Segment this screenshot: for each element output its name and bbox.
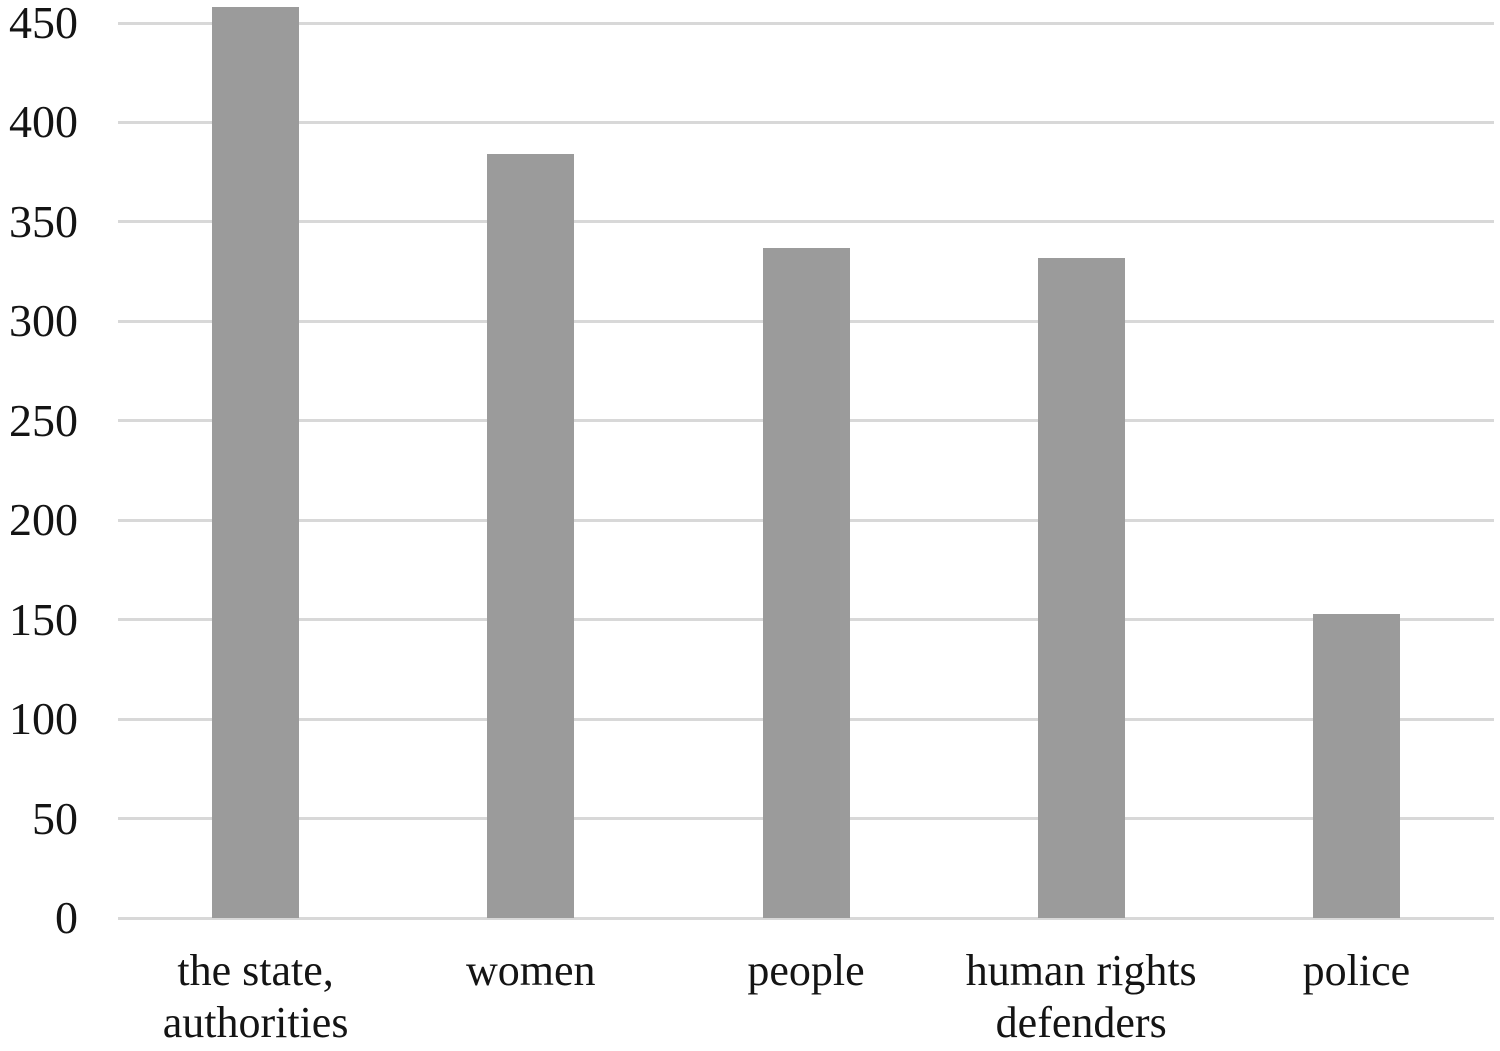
y-axis-tick-label-100: 100 — [9, 693, 78, 745]
gridline-y-450 — [118, 21, 1494, 25]
y-axis-tick-label-300: 300 — [9, 295, 78, 347]
gridline-y-0 — [118, 916, 1494, 920]
y-axis-tick-label-400: 400 — [9, 96, 78, 148]
y-axis-tick-label-200: 200 — [9, 494, 78, 546]
y-axis-tick-label-0: 0 — [55, 892, 78, 943]
y-axis-tick-label-450: 450 — [9, 0, 78, 48]
gridline-y-350 — [118, 220, 1494, 224]
x-category-label: human rights defenders — [965, 946, 1197, 1047]
bar — [212, 7, 300, 918]
x-category-label: people — [747, 946, 865, 995]
x-category-label: the state, authorities — [162, 946, 349, 1047]
x-category-label: women — [466, 946, 596, 995]
bar — [1037, 257, 1125, 918]
bar — [762, 247, 850, 918]
gridline-y-400 — [118, 120, 1494, 124]
bar — [487, 154, 575, 918]
y-axis-tick-label-350: 350 — [9, 195, 78, 247]
bar — [1312, 613, 1400, 918]
y-axis-tick-label-150: 150 — [9, 593, 78, 645]
y-axis-tick-label-50: 50 — [32, 792, 78, 844]
y-axis-tick-label-250: 250 — [9, 394, 78, 446]
x-category-label: police — [1302, 946, 1411, 995]
